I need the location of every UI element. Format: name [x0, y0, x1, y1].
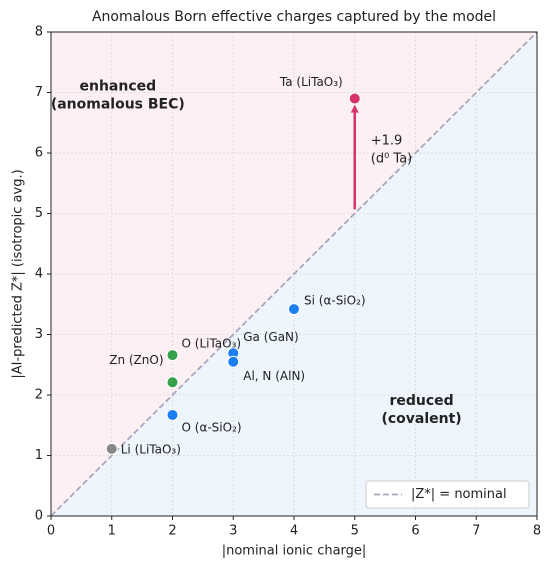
arrow-head: [350, 104, 359, 113]
region-label: reduced: [389, 393, 453, 409]
y-tick-label: 1: [35, 448, 43, 463]
region-label: enhanced: [79, 78, 156, 94]
data-point: [166, 408, 179, 421]
reference-line: [50, 31, 538, 517]
point-label: Ta (LiTaO₃): [279, 75, 343, 89]
point-label: Zn (ZnO): [109, 353, 163, 367]
y-tick-label: 5: [35, 206, 43, 221]
y-tick-label: 0: [35, 509, 43, 524]
data-point: [348, 92, 361, 105]
data-point: [288, 303, 300, 316]
x-tick-label: 2: [168, 524, 176, 539]
plot-frame: [50, 31, 538, 517]
data-point: [105, 442, 118, 455]
annotation-text: +1.9: [371, 133, 403, 148]
x-tick-label: 4: [290, 524, 298, 539]
y-axis-label: |AI-predicted Z*| (isotropic avg.): [11, 169, 26, 378]
legend-label: |Z*| = nominal: [411, 487, 507, 502]
y-tick-label: 4: [35, 267, 43, 282]
point-label: O (α-SiO₂): [182, 420, 242, 434]
x-tick-label: 7: [472, 524, 480, 539]
chart-title: Anomalous Born effective charges capture…: [92, 9, 496, 25]
data-point: [166, 376, 179, 389]
x-tick-label: 1: [108, 524, 116, 539]
y-tick-label: 6: [35, 146, 43, 161]
y-tick-label: 7: [35, 85, 43, 100]
point-label: Si (α-SiO₂): [304, 294, 366, 308]
region-label: (anomalous BEC): [51, 96, 185, 112]
legend-box: [365, 480, 530, 509]
x-tick-label: 6: [411, 524, 419, 539]
x-tick-label: 8: [533, 524, 541, 539]
x-axis-label: |nominal ionic charge|: [222, 544, 367, 559]
annotation-text: (d⁰ Ta): [371, 151, 413, 166]
data-point: [227, 355, 240, 368]
x-tick-label: 3: [229, 524, 237, 539]
point-label: Ga (GaN): [243, 330, 298, 344]
point-label: O (LiTaO₃): [182, 337, 242, 351]
y-tick-label: 3: [35, 327, 43, 342]
y-tick-label: 8: [35, 25, 43, 40]
x-tick-label: 0: [47, 524, 55, 539]
y-tick-label: 2: [35, 388, 43, 403]
data-point: [166, 349, 179, 362]
point-label: Li (LiTaO₃): [121, 442, 181, 456]
point-label: Al, N (AlN): [243, 369, 305, 383]
region-label: (covalent): [381, 411, 461, 427]
x-tick-label: 5: [351, 524, 359, 539]
